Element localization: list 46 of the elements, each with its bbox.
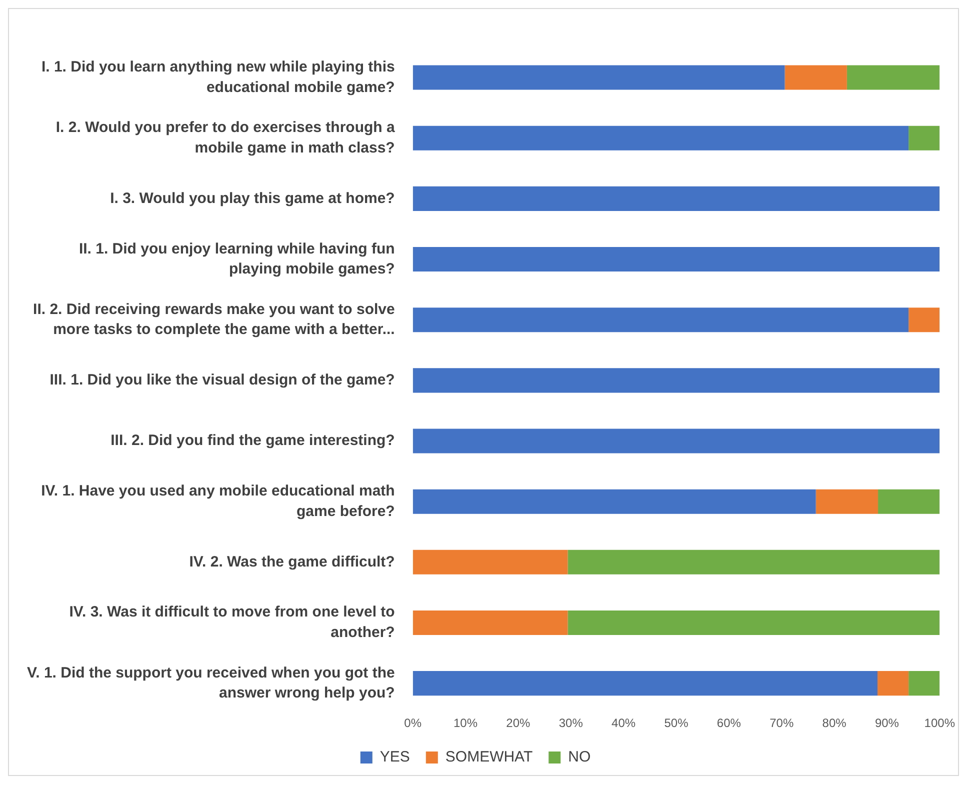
x-tick-label: 90% — [874, 716, 900, 730]
legend-label: YES — [380, 748, 410, 766]
bar — [412, 186, 940, 211]
x-tick-label: 40% — [612, 716, 636, 730]
bar — [846, 65, 940, 90]
x-tick-label: 100% — [924, 716, 956, 730]
y-tick-label: II. 1. Did you enjoy learning while having fun playing mobile games? — [78, 240, 395, 278]
bar — [412, 65, 785, 90]
x-tick-label: 0% — [404, 716, 422, 730]
legend-label: SOMEWHAT — [445, 748, 533, 766]
bar — [908, 308, 940, 332]
x-tick-label: 10% — [454, 716, 478, 730]
y-tick-label: IV. 1. Have you used any mobile educational math game before? — [41, 482, 395, 520]
x-tick-label: 80% — [822, 716, 847, 730]
bar — [412, 671, 878, 696]
y-tick-label: I. 1. Did you learn anything new while playing this educational mobile game? — [41, 58, 395, 96]
bar — [908, 671, 940, 696]
bar — [412, 126, 909, 150]
bar — [412, 489, 816, 514]
bar — [568, 550, 940, 574]
x-tick-label: 20% — [506, 716, 531, 730]
bar — [568, 610, 940, 635]
y-tick-label: IV. 3. Was it difficult to move from one level to another? — [69, 604, 395, 641]
y-tick-label: I. 2. Would you prefer to do exercises through a mobile game in math class? — [56, 119, 396, 156]
bar — [412, 428, 940, 454]
bar — [877, 671, 909, 696]
x-tick-label: 70% — [770, 716, 794, 730]
y-tick-label: V. 1. Did the support you received when you got the answer wrong help you? — [26, 664, 395, 702]
y-tick-label: III. 1. Did you like the visual design of the game? — [50, 372, 395, 389]
y-tick-label: IV. 2. Was the game difficult? — [189, 553, 395, 570]
bar — [908, 126, 940, 150]
y-tick-label: I. 3. Would you play this game at home? — [110, 190, 395, 207]
bar — [412, 308, 909, 332]
y-tick-label: III. 2. Did you find the game interesting? — [110, 432, 395, 450]
bar — [816, 489, 878, 514]
x-tick-label: 30% — [558, 716, 584, 730]
y-tick-label: II. 2. Did receiving rewards make you want to solve more tasks to complete the game with a better... — [33, 300, 395, 338]
x-tick-label: 50% — [664, 716, 689, 730]
bar — [412, 247, 940, 272]
bar — [412, 610, 568, 635]
bar — [784, 65, 847, 90]
bar — [412, 368, 940, 393]
x-tick-label: 60% — [716, 716, 742, 730]
legend-label: NO — [568, 748, 591, 766]
bar — [878, 489, 940, 514]
bar — [412, 550, 568, 574]
